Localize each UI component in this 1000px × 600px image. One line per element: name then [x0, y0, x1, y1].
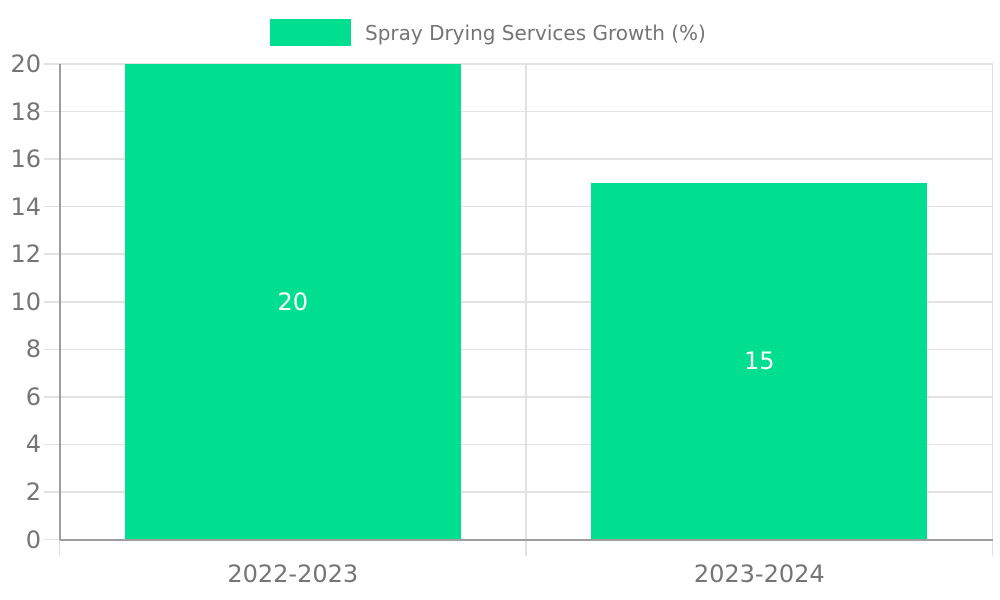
y-tick-label: 14 — [10, 192, 41, 221]
y-tick-label: 20 — [10, 50, 41, 78]
y-tick-label: 18 — [10, 97, 41, 126]
y-tick-label: 16 — [10, 145, 41, 174]
y-tick-label: 6 — [25, 382, 41, 411]
y-gridline — [43, 348, 993, 351]
y-tick-label: 0 — [25, 525, 41, 554]
x-tick — [58, 539, 61, 556]
y-gridline — [43, 253, 993, 255]
y-tick-label: 12 — [10, 240, 41, 269]
legend-swatch — [270, 19, 351, 46]
bar-2023-2024[interactable] — [591, 182, 928, 540]
y-gridline — [43, 491, 993, 493]
x-tick-label: 2023-2024 — [693, 560, 825, 588]
x-axis-line — [59, 538, 993, 541]
y-tick-label: 8 — [25, 335, 41, 364]
legend-label: Spray Drying Services Growth (%) — [365, 20, 706, 45]
x-gridline — [525, 64, 527, 540]
y-tick-label: 10 — [10, 287, 41, 316]
bar-2022-2023[interactable] — [124, 64, 461, 540]
y-gridline — [43, 63, 993, 65]
x-tick — [525, 539, 527, 556]
legend-item[interactable]: Spray Drying Services Growth (%) — [270, 19, 706, 46]
y-gridline — [43, 110, 993, 113]
y-axis-line — [58, 64, 61, 540]
bar-value-label: 20 — [277, 287, 309, 316]
y-tick-label: 4 — [25, 430, 41, 459]
x-tick-label: 2022-2023 — [227, 560, 359, 588]
y-tick-label: 2 — [25, 477, 41, 506]
x-gridline — [991, 64, 994, 540]
bar-value-label: 15 — [743, 347, 775, 376]
y-gridline — [43, 443, 993, 446]
x-tick — [991, 539, 994, 556]
y-gridline — [43, 158, 993, 160]
y-gridline — [43, 396, 993, 398]
y-gridline — [43, 301, 993, 303]
y-gridline — [43, 205, 993, 208]
